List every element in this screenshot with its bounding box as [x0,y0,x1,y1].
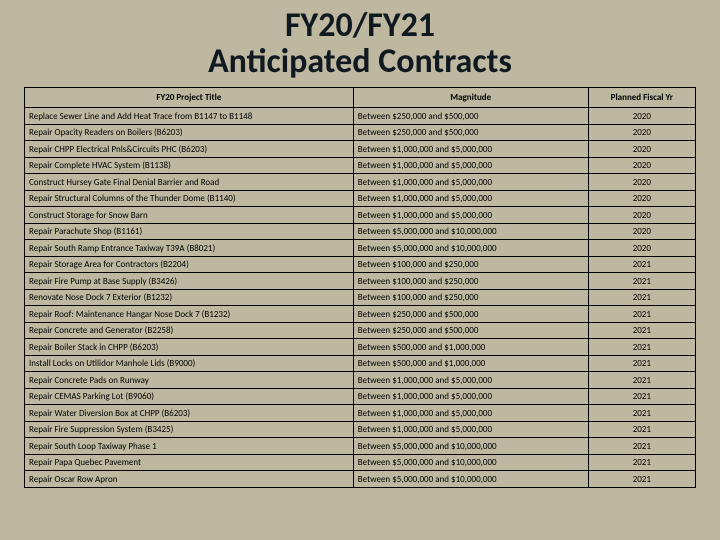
cell-project: Repair Structural Columns of the Thunder… [25,190,354,207]
table-row: Repair Fire Pump at Base Supply (B3426)B… [25,273,696,290]
cell-fiscal-yr: 2021 [588,322,695,339]
table-row: Renovate Nose Dock 7 Exterior (B1232)Bet… [25,289,696,306]
table-row: Repair Structural Columns of the Thunder… [25,190,696,207]
cell-project: Replace Sewer Line and Add Heat Trace fr… [25,108,354,125]
cell-project: Repair Concrete and Generator (B2258) [25,322,354,339]
title-line-2: Anticipated Contracts [208,41,512,82]
cell-project: Repair South Loop Taxiway Phase 1 [25,438,354,455]
cell-magnitude: Between $5,000,000 and $10,000,000 [353,240,588,257]
cell-fiscal-yr: 2021 [588,405,695,422]
cell-fiscal-yr: 2020 [588,108,695,125]
table-row: Repair Parachute Shop (B1161)Between $5,… [25,223,696,240]
cell-project: Repair Parachute Shop (B1161) [25,223,354,240]
cell-fiscal-yr: 2020 [588,124,695,141]
cell-magnitude: Between $250,000 and $500,000 [353,108,588,125]
col-header-magnitude: Magnitude [353,88,588,108]
cell-project: Repair Storage Area for Contractors (B22… [25,256,354,273]
cell-project: Repair CEMAS Parking Lot (B9060) [25,388,354,405]
cell-magnitude: Between $250,000 and $500,000 [353,306,588,323]
cell-magnitude: Between $100,000 and $250,000 [353,256,588,273]
table-row: Repair Complete HVAC System (B1138)Betwe… [25,157,696,174]
cell-fiscal-yr: 2021 [588,339,695,356]
cell-fiscal-yr: 2021 [588,421,695,438]
page-title: FY20/FY21 Anticipated Contracts [24,8,696,79]
col-header-fiscal-yr: Planned Fiscal Yr [588,88,695,108]
table-row: Install Locks on Utilidor Manhole Lids (… [25,355,696,372]
table-row: Repair Fire Suppression System (B3425)Be… [25,421,696,438]
cell-magnitude: Between $5,000,000 and $10,000,000 [353,471,588,488]
cell-magnitude: Between $1,000,000 and $5,000,000 [353,190,588,207]
table-header-row: FY20 Project Title Magnitude Planned Fis… [25,88,696,108]
cell-project: Repair South Ramp Entrance Taxiway T39A … [25,240,354,257]
table-row: Repair Roof: Maintenance Hangar Nose Doc… [25,306,696,323]
cell-magnitude: Between $500,000 and $1,000,000 [353,339,588,356]
table-row: Construct Storage for Snow BarnBetween $… [25,207,696,224]
cell-magnitude: Between $1,000,000 and $5,000,000 [353,421,588,438]
cell-project: Repair Boiler Stack in CHPP (B6203) [25,339,354,356]
cell-project: Repair Water Diversion Box at CHPP (B620… [25,405,354,422]
cell-magnitude: Between $250,000 and $500,000 [353,124,588,141]
cell-project: Repair CHPP Electrical Pnls&Circuits PHC… [25,141,354,158]
cell-fiscal-yr: 2021 [588,256,695,273]
cell-fiscal-yr: 2021 [588,438,695,455]
cell-fiscal-yr: 2020 [588,141,695,158]
cell-fiscal-yr: 2020 [588,240,695,257]
cell-project: Repair Oscar Row Apron [25,471,354,488]
cell-project: Repair Fire Suppression System (B3425) [25,421,354,438]
table-row: Repair Papa Quebec PavementBetween $5,00… [25,454,696,471]
cell-fiscal-yr: 2020 [588,157,695,174]
cell-project: Repair Opacity Readers on Boilers (B6203… [25,124,354,141]
cell-magnitude: Between $250,000 and $500,000 [353,322,588,339]
cell-magnitude: Between $1,000,000 and $5,000,000 [353,141,588,158]
table-row: Repair Boiler Stack in CHPP (B6203)Betwe… [25,339,696,356]
cell-magnitude: Between $1,000,000 and $5,000,000 [353,372,588,389]
table-row: Repair South Ramp Entrance Taxiway T39A … [25,240,696,257]
table-row: Repair CEMAS Parking Lot (B9060)Between … [25,388,696,405]
table-row: Repair Storage Area for Contractors (B22… [25,256,696,273]
cell-fiscal-yr: 2021 [588,471,695,488]
cell-fiscal-yr: 2021 [588,454,695,471]
cell-fiscal-yr: 2021 [588,372,695,389]
cell-fiscal-yr: 2020 [588,190,695,207]
table-row: Repair Opacity Readers on Boilers (B6203… [25,124,696,141]
table-row: Repair Water Diversion Box at CHPP (B620… [25,405,696,422]
cell-magnitude: Between $1,000,000 and $5,000,000 [353,157,588,174]
table-row: Repair South Loop Taxiway Phase 1Between… [25,438,696,455]
cell-magnitude: Between $1,000,000 and $5,000,000 [353,207,588,224]
cell-magnitude: Between $1,000,000 and $5,000,000 [353,405,588,422]
cell-project: Repair Fire Pump at Base Supply (B3426) [25,273,354,290]
cell-magnitude: Between $100,000 and $250,000 [353,289,588,306]
cell-fiscal-yr: 2021 [588,289,695,306]
table-row: Repair Concrete Pads on RunwayBetween $1… [25,372,696,389]
cell-magnitude: Between $500,000 and $1,000,000 [353,355,588,372]
cell-project: Repair Roof: Maintenance Hangar Nose Doc… [25,306,354,323]
cell-magnitude: Between $100,000 and $250,000 [353,273,588,290]
cell-magnitude: Between $5,000,000 and $10,000,000 [353,438,588,455]
cell-fiscal-yr: 2020 [588,223,695,240]
cell-fiscal-yr: 2020 [588,174,695,191]
cell-project: Repair Concrete Pads on Runway [25,372,354,389]
cell-project: Install Locks on Utilidor Manhole Lids (… [25,355,354,372]
cell-magnitude: Between $1,000,000 and $5,000,000 [353,174,588,191]
cell-fiscal-yr: 2020 [588,207,695,224]
cell-fiscal-yr: 2021 [588,355,695,372]
col-header-project: FY20 Project Title [25,88,354,108]
cell-fiscal-yr: 2021 [588,306,695,323]
cell-magnitude: Between $5,000,000 and $10,000,000 [353,454,588,471]
cell-project: Renovate Nose Dock 7 Exterior (B1232) [25,289,354,306]
cell-magnitude: Between $5,000,000 and $10,000,000 [353,223,588,240]
cell-fiscal-yr: 2021 [588,273,695,290]
cell-fiscal-yr: 2021 [588,388,695,405]
table-row: Repair Oscar Row ApronBetween $5,000,000… [25,471,696,488]
cell-magnitude: Between $1,000,000 and $5,000,000 [353,388,588,405]
table-row: Repair CHPP Electrical Pnls&Circuits PHC… [25,141,696,158]
cell-project: Construct Hursey Gate Final Denial Barri… [25,174,354,191]
contracts-table: FY20 Project Title Magnitude Planned Fis… [24,87,696,488]
table-row: Repair Concrete and Generator (B2258)Bet… [25,322,696,339]
cell-project: Repair Complete HVAC System (B1138) [25,157,354,174]
table-row: Replace Sewer Line and Add Heat Trace fr… [25,108,696,125]
cell-project: Repair Papa Quebec Pavement [25,454,354,471]
table-row: Construct Hursey Gate Final Denial Barri… [25,174,696,191]
cell-project: Construct Storage for Snow Barn [25,207,354,224]
